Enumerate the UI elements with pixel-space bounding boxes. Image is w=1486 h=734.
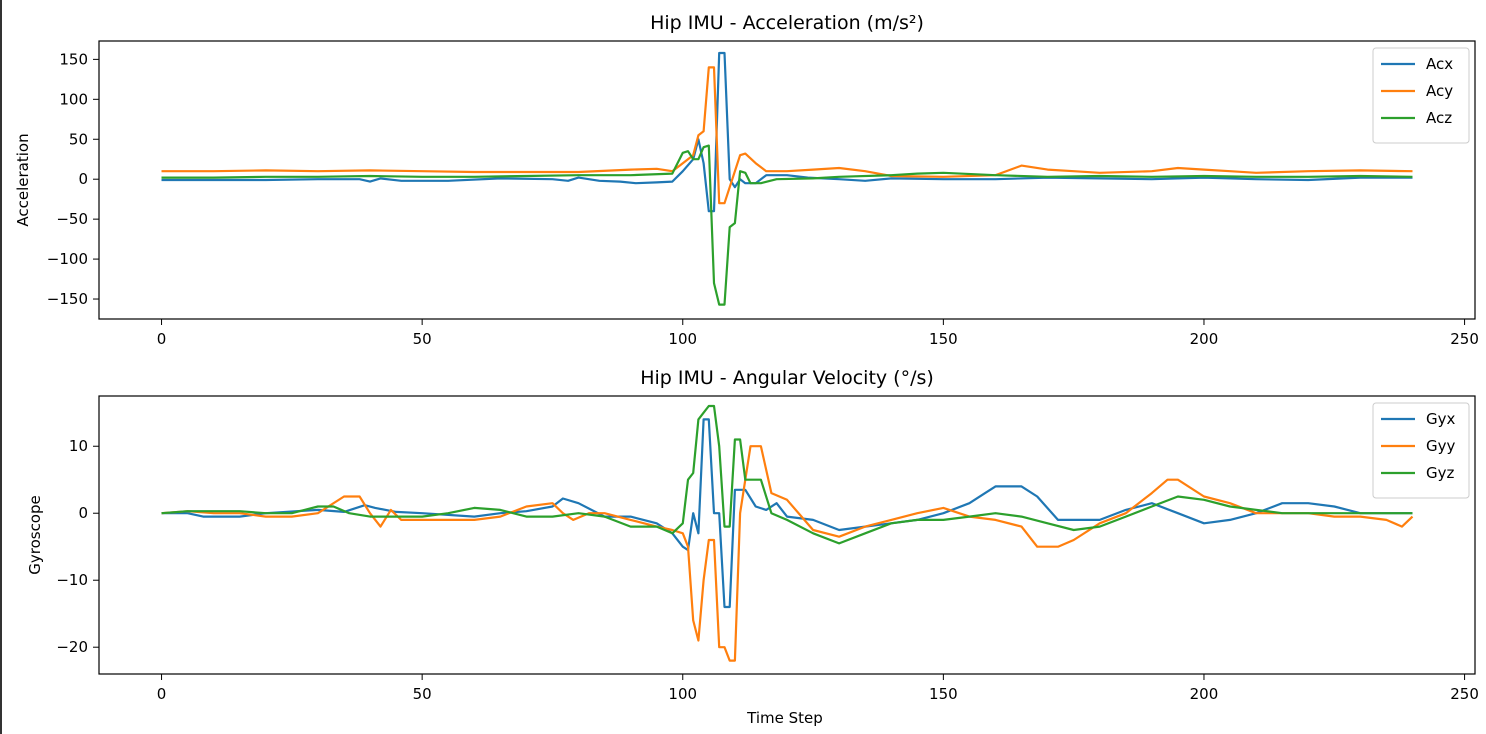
y-tick-label: −10 xyxy=(56,571,88,589)
x-tick-label: 150 xyxy=(929,685,958,703)
x-tick-label: 200 xyxy=(1190,685,1219,703)
series-line-gyx xyxy=(161,418,1413,609)
y-tick-label: 0 xyxy=(78,504,88,522)
series-line-acy xyxy=(161,66,1413,205)
x-tick-label: 100 xyxy=(668,685,697,703)
x-tick-label: 0 xyxy=(157,685,167,703)
legend-entry-gyz: Gyz xyxy=(1426,464,1455,482)
series-line-acx xyxy=(161,51,1413,213)
series-line-acz xyxy=(161,144,1413,306)
y-tick-label: 10 xyxy=(69,437,88,455)
x-tick-label: 100 xyxy=(668,330,697,348)
y-axis-label: Gyroscope xyxy=(26,495,44,575)
legend-box xyxy=(1372,402,1470,499)
legend: Gyx Gyy Gyz xyxy=(1372,402,1470,499)
legend-entry-acy: Acy xyxy=(1426,82,1453,100)
y-tick-label: 150 xyxy=(59,50,88,68)
x-tick-label: 250 xyxy=(1450,685,1479,703)
x-axis-label: Time Step xyxy=(746,709,823,727)
x-tick-label: 50 xyxy=(413,685,432,703)
y-tick-label: 0 xyxy=(78,170,88,188)
legend-entry-acz: Acz xyxy=(1426,109,1452,127)
chart-title: Hip IMU - Angular Velocity (°/s) xyxy=(640,367,934,389)
y-tick-label: −100 xyxy=(47,250,88,268)
y-tick-label: −150 xyxy=(47,290,88,308)
legend-entry-gyy: Gyy xyxy=(1426,437,1456,455)
chart-panel-1: Hip IMU - Acceleration (m/s²) 0 50 100 150 20… xyxy=(14,12,1479,348)
x-tick-label: 0 xyxy=(157,330,167,348)
chart-panel-2: Hip IMU - Angular Velocity (°/s)0 50 100 15… xyxy=(26,367,1479,727)
x-tick-label: 200 xyxy=(1190,330,1219,348)
y-tick-label: −50 xyxy=(56,210,88,228)
y-tick-label: 50 xyxy=(69,130,88,148)
y-tick-label: −20 xyxy=(56,638,88,656)
legend-entry-gyx: Gyx xyxy=(1426,410,1456,428)
y-tick-label: 100 xyxy=(59,90,88,108)
y-axis-label: Acceleration xyxy=(14,133,32,226)
plot-frame xyxy=(98,40,1476,320)
window-left-border xyxy=(0,0,2,734)
x-tick-label: 150 xyxy=(929,330,958,348)
series-line-gyz xyxy=(161,404,1413,545)
series-line-gyy xyxy=(161,445,1414,662)
legend: Acx Acy Acz xyxy=(1372,47,1470,144)
plot-frame xyxy=(98,395,1476,675)
x-tick-label: 250 xyxy=(1450,330,1479,348)
chart-title: Hip IMU - Acceleration (m/s²) xyxy=(650,12,924,34)
x-tick-label: 50 xyxy=(413,330,432,348)
legend-box xyxy=(1372,47,1470,144)
legend-entry-acx: Acx xyxy=(1426,55,1453,73)
